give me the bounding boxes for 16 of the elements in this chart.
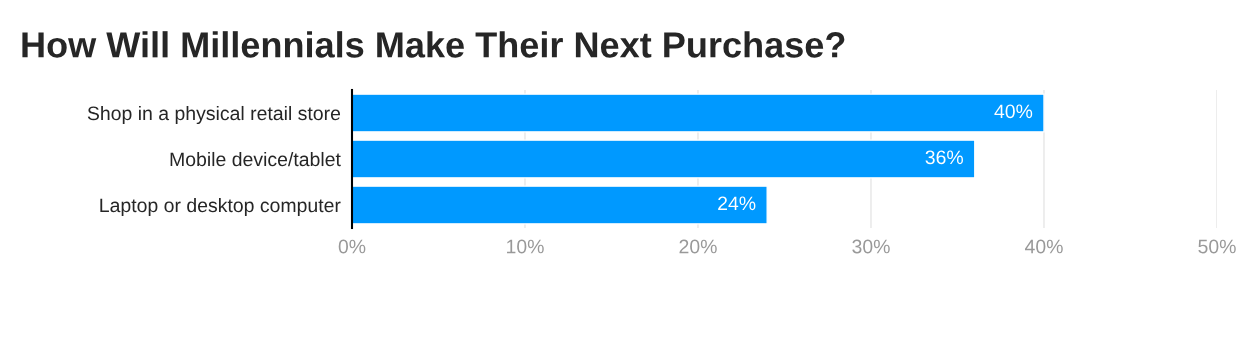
x-tick-label: 10% <box>507 239 544 254</box>
data-label: 40% <box>994 104 1033 119</box>
x-tick-label: 40% <box>1024 239 1063 254</box>
y-tick-label: Shop in a physical retail store <box>87 105 341 125</box>
y-tick-label: Laptop or desktop computer <box>100 197 341 217</box>
bar <box>352 185 768 225</box>
x-tick-label: 20% <box>679 239 717 254</box>
chart-title: How Will Millennials Make Their Next Purchase? <box>22 31 845 58</box>
x-tick-label: 0% <box>338 239 366 254</box>
data-label: 24% <box>718 196 756 211</box>
bar <box>352 93 1045 133</box>
data-label: 36% <box>925 150 963 165</box>
x-tick-label: 50% <box>1198 239 1236 254</box>
x-tick-label: 30% <box>852 239 890 254</box>
bar <box>352 139 976 179</box>
y-tick-label: Mobile device/tablet <box>170 151 341 167</box>
